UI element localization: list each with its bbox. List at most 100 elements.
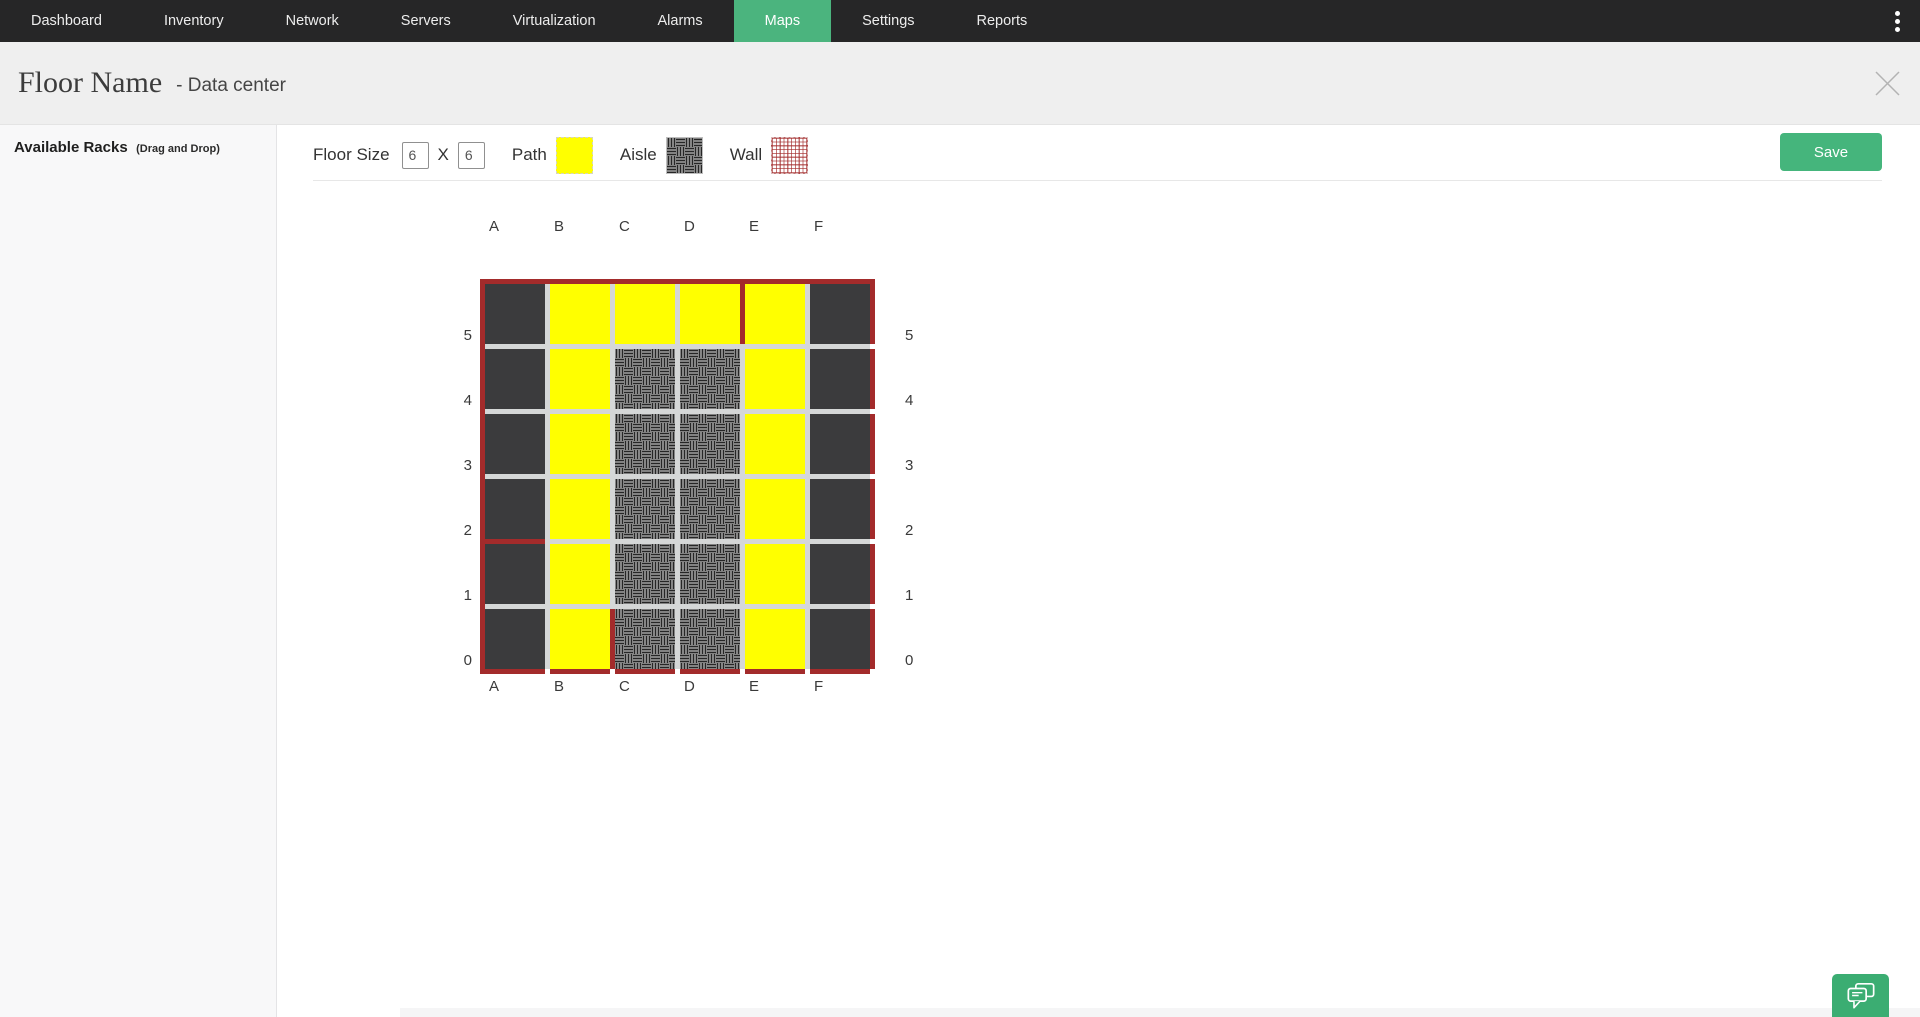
- nav-bar: Dashboard Inventory Network Servers Virtuali…: [0, 0, 1920, 42]
- row-label: 5: [463, 327, 472, 344]
- nav-tabs: Dashboard Inventory Network Servers Virtuali…: [0, 0, 1058, 42]
- row-numbers-right: 5 4 3 2 1 0: [905, 284, 937, 669]
- column-label: F: [814, 218, 824, 235]
- row-label: 1: [463, 587, 472, 604]
- floor-cell-A0[interactable]: [485, 609, 545, 669]
- aisle-texture: [666, 137, 702, 173]
- floor-cell-C2[interactable]: [615, 479, 675, 539]
- floor-cell-A1[interactable]: [485, 544, 545, 604]
- floor-cell-A4[interactable]: [485, 349, 545, 409]
- aisle-swatch[interactable]: [665, 136, 703, 174]
- toolbar-divider: [313, 180, 1882, 181]
- floor-cell-B3[interactable]: [550, 414, 610, 474]
- floor-cell-B0[interactable]: [550, 609, 610, 669]
- nav-tab-alarms[interactable]: Alarms: [657, 13, 703, 29]
- row-label: 3: [463, 457, 472, 474]
- aisle-texture: [680, 349, 740, 409]
- row-label: 4: [463, 392, 472, 409]
- aisle-texture: [615, 414, 675, 474]
- row-label: 2: [905, 522, 914, 539]
- tile-legend: Path Aisle Wall: [485, 136, 809, 174]
- wall-swatch[interactable]: [771, 136, 809, 174]
- overflow-menu-button[interactable]: [1880, 0, 1914, 42]
- aisle-texture: [680, 414, 740, 474]
- floor-cell-C0[interactable]: [615, 609, 675, 669]
- nav-tab-reports[interactable]: Reports: [976, 13, 1028, 29]
- floor-cell-E2[interactable]: [745, 479, 805, 539]
- wall-segment: [870, 544, 875, 604]
- floor-cell-E5[interactable]: [745, 284, 805, 344]
- column-label: C: [619, 218, 630, 235]
- wall-segment: [550, 669, 610, 674]
- nav-tab-maps[interactable]: Maps: [733, 0, 832, 42]
- legend-label-wall: Wall: [729, 145, 763, 164]
- column-label: E: [749, 218, 760, 235]
- floor-cell-E0[interactable]: [745, 609, 805, 669]
- floor-cell-E4[interactable]: [745, 349, 805, 409]
- floor-editor: Floor Size X Path Aisle Wall Save A B C D E F 5…: [277, 125, 1920, 1017]
- floor-size-label: Floor Size: [313, 145, 390, 164]
- floor-cell-D3[interactable]: [680, 414, 740, 474]
- page-subtitle: - Data center: [176, 75, 286, 96]
- floor-size-x-input[interactable]: [401, 141, 429, 169]
- floor-cell-A5[interactable]: [485, 284, 545, 344]
- row-label: 3: [905, 457, 914, 474]
- floor-cell-A3[interactable]: [485, 414, 545, 474]
- row-label: 0: [905, 652, 914, 669]
- wall-segment: [485, 669, 545, 674]
- row-label: 0: [463, 652, 472, 669]
- floor-cell-D5[interactable]: [680, 284, 740, 344]
- column-label: B: [554, 218, 565, 235]
- nav-tab-dashboard[interactable]: Dashboard: [31, 13, 102, 29]
- close-button[interactable]: [1872, 68, 1902, 98]
- column-label: D: [684, 218, 695, 235]
- floor-cell-C1[interactable]: [615, 544, 675, 604]
- aisle-texture: [615, 544, 675, 604]
- nav-tab-virtualization[interactable]: Virtualization: [512, 13, 596, 29]
- floor-cell-F5[interactable]: [810, 284, 870, 344]
- floor-cell-C4[interactable]: [615, 349, 675, 409]
- wall-segment: [615, 669, 675, 674]
- floor-cell-E1[interactable]: [745, 544, 805, 604]
- nav-tab-settings[interactable]: Settings: [862, 13, 915, 29]
- floor-cell-D4[interactable]: [680, 349, 740, 409]
- aisle-texture: [680, 479, 740, 539]
- aisle-texture: [680, 609, 740, 669]
- wall-segment: [870, 284, 875, 344]
- floor-cell-D0[interactable]: [680, 609, 740, 669]
- legend-label-path: Path: [511, 145, 547, 164]
- floor-cell-A2[interactable]: [485, 479, 545, 539]
- floor-cell-E3[interactable]: [745, 414, 805, 474]
- column-letters-top: A B C D E F: [485, 218, 870, 238]
- aisle-texture: [615, 349, 675, 409]
- floor-plan: 5 4 3 2 1 0 5 4 3 2 1 0: [464, 279, 913, 674]
- column-label: A: [489, 218, 500, 235]
- floor-cell-B2[interactable]: [550, 479, 610, 539]
- nav-tab-network[interactable]: Network: [285, 13, 339, 29]
- floor-cell-B5[interactable]: [550, 284, 610, 344]
- aisle-texture: [615, 479, 675, 539]
- floor-cell-C5[interactable]: [615, 284, 675, 344]
- floor-cell-F3[interactable]: [810, 414, 870, 474]
- floor-cell-B1[interactable]: [550, 544, 610, 604]
- floor-cell-F4[interactable]: [810, 349, 870, 409]
- save-button[interactable]: Save: [1780, 133, 1882, 171]
- floor-cell-F0[interactable]: [810, 609, 870, 669]
- chat-button[interactable]: [1832, 974, 1889, 1017]
- wall-segment: [810, 669, 870, 674]
- floor-cell-C3[interactable]: [615, 414, 675, 474]
- wall-segment: [680, 669, 740, 674]
- floor-cell-D2[interactable]: [680, 479, 740, 539]
- toolbar: Floor Size X Path Aisle Wall: [313, 133, 1770, 177]
- legend-label-aisle: Aisle: [619, 145, 657, 164]
- floor-cell-F1[interactable]: [810, 544, 870, 604]
- nav-tab-inventory[interactable]: Inventory: [163, 13, 224, 29]
- floor-cell-B4[interactable]: [550, 349, 610, 409]
- floor-cell-D1[interactable]: [680, 544, 740, 604]
- path-swatch[interactable]: [555, 136, 593, 174]
- column-label: C: [619, 678, 630, 695]
- floor-cell-F2[interactable]: [810, 479, 870, 539]
- horizontal-scrollbar[interactable]: [400, 1008, 1920, 1017]
- nav-tab-servers[interactable]: Servers: [400, 13, 451, 29]
- floor-size-y-input[interactable]: [457, 141, 485, 169]
